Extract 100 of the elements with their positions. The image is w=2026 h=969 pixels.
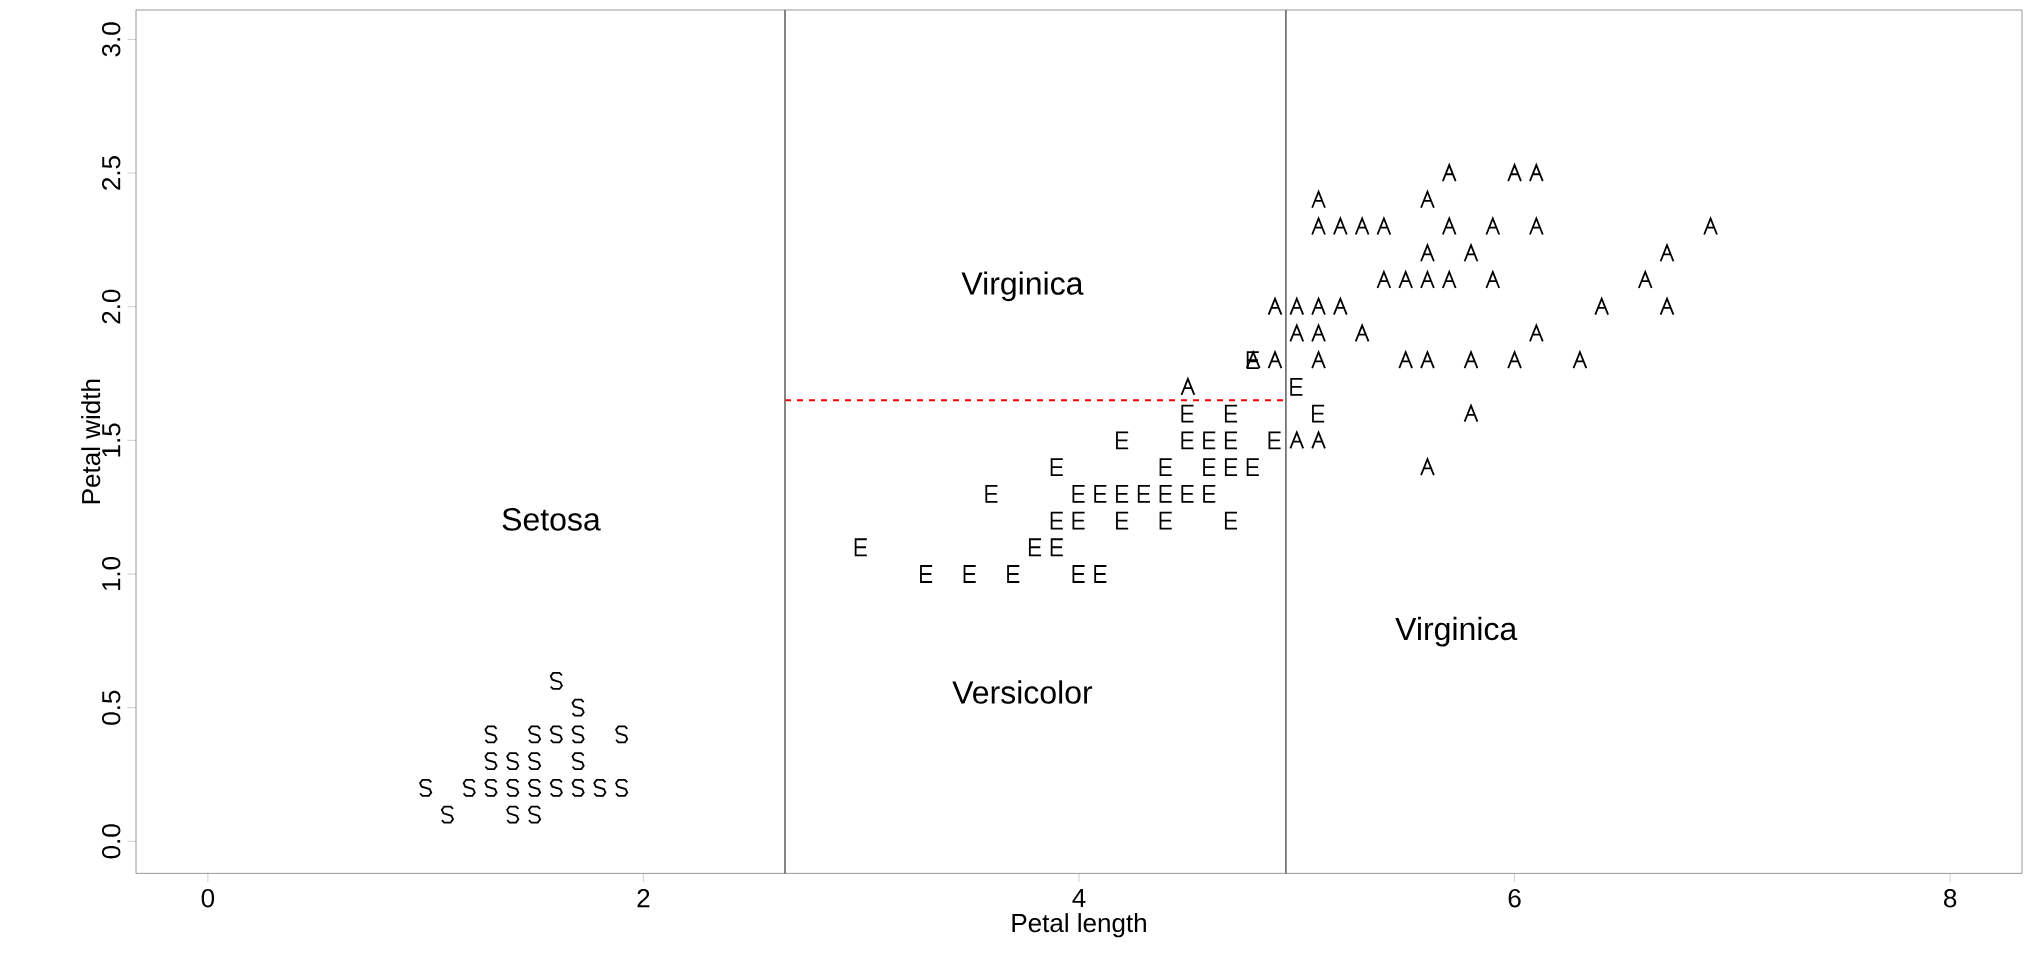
point: [1289, 297, 1305, 316]
point: [985, 484, 999, 503]
point: [1441, 271, 1457, 289]
x-tick-label: 6: [1508, 888, 1521, 908]
point: [506, 778, 520, 797]
point: [1420, 190, 1435, 209]
point: [1028, 538, 1042, 557]
point: [1311, 297, 1326, 316]
point: [484, 752, 498, 771]
point: [528, 805, 542, 824]
point: [1116, 431, 1130, 450]
point: [1203, 431, 1217, 450]
point: [1507, 351, 1522, 370]
point: [1267, 351, 1283, 370]
point: [1050, 538, 1064, 557]
point: [1311, 351, 1326, 370]
point: [1594, 297, 1609, 316]
y-axis-title: Petal width: [81, 379, 101, 504]
point: [1007, 565, 1021, 583]
y-tick-label: 0.0: [101, 824, 121, 859]
point: [1094, 565, 1108, 583]
point: [1441, 164, 1457, 182]
point: [528, 725, 542, 744]
point: [1224, 431, 1238, 450]
point: [1463, 404, 1479, 423]
point: [593, 778, 607, 797]
point: [1159, 458, 1173, 476]
annotation: Versicolor: [952, 680, 1093, 704]
annotation: Virginica: [961, 271, 1084, 302]
point: [571, 778, 585, 797]
point: [1637, 271, 1653, 289]
point: [1312, 404, 1326, 423]
point: [1159, 484, 1173, 503]
point: [1224, 404, 1238, 423]
point: [549, 672, 563, 690]
point: [1572, 351, 1588, 370]
point: [1072, 511, 1086, 530]
point: [1203, 484, 1217, 503]
point: [440, 805, 454, 824]
point: [615, 725, 629, 744]
x-tick-label: 4: [1072, 889, 1086, 907]
point: [1137, 484, 1151, 503]
y-tick-label: 3.0: [101, 22, 121, 57]
point: [1441, 217, 1457, 236]
point: [854, 538, 868, 557]
point: [1268, 431, 1282, 450]
y-tick-label: 1.5: [102, 423, 121, 457]
point: [1354, 217, 1370, 236]
point: [1072, 565, 1086, 583]
point: [1181, 404, 1195, 423]
point: [506, 752, 520, 771]
point: [1376, 271, 1392, 289]
point: [1485, 217, 1501, 236]
point: [528, 752, 542, 771]
point: [1116, 484, 1130, 503]
point: [462, 778, 476, 797]
point: [1659, 297, 1675, 316]
x-tick-label: 8: [1944, 888, 1957, 908]
point: [1246, 458, 1260, 476]
y-tick-label: 2.0: [101, 289, 121, 324]
point: [1507, 164, 1522, 182]
point: [1420, 244, 1435, 263]
point: [1703, 217, 1718, 236]
point: [1311, 324, 1326, 343]
point: [1311, 190, 1326, 209]
point: [1354, 324, 1370, 343]
point: [1376, 217, 1392, 236]
point: [1529, 164, 1544, 182]
point: [571, 698, 585, 717]
point: [419, 778, 433, 797]
point: [528, 778, 542, 797]
point: [1050, 511, 1064, 530]
point: [1181, 431, 1195, 450]
point: [1116, 511, 1130, 530]
point: [1311, 431, 1326, 450]
point: [1398, 351, 1413, 370]
y-tick-label: 1.0: [101, 556, 121, 591]
point: [1333, 217, 1348, 236]
point: [1289, 324, 1305, 343]
y-tick-label: 0.5: [101, 690, 121, 725]
annotation: Setosa: [502, 508, 601, 531]
point: [1398, 271, 1413, 289]
point: [1463, 244, 1479, 263]
point: [1463, 351, 1479, 370]
annotation: Virginica: [1395, 616, 1518, 647]
point: [484, 778, 498, 797]
point: [615, 778, 629, 797]
point: [1333, 297, 1348, 316]
point: [1180, 377, 1196, 396]
point: [1311, 217, 1326, 236]
point: [1529, 324, 1544, 343]
point: [549, 725, 563, 744]
point: [1420, 351, 1435, 370]
x-axis-title: Petal length: [1012, 913, 1146, 938]
point: [1159, 511, 1173, 530]
point: [1529, 217, 1544, 236]
point: [1203, 458, 1217, 476]
point: [571, 752, 585, 771]
point: [1289, 431, 1305, 450]
point: [1094, 484, 1108, 503]
